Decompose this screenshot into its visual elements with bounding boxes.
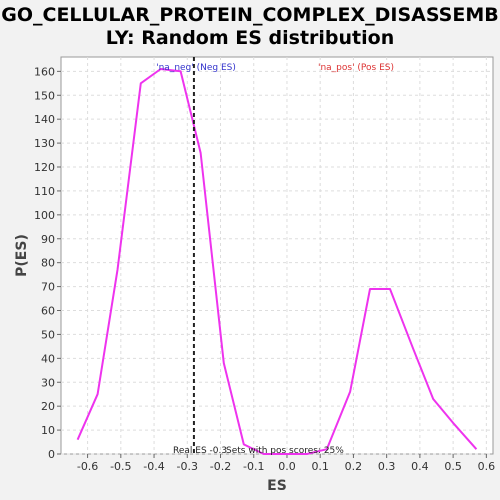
- grid: [61, 57, 493, 455]
- x-tick-label: -0.2: [210, 460, 231, 473]
- x-tick-label: 0.4: [411, 460, 429, 473]
- x-tick-label: -0.3: [177, 460, 198, 473]
- y-tick-label: 0: [48, 448, 55, 461]
- legend-neg-es: 'na_neg' (Neg ES): [156, 63, 236, 73]
- y-tick-label: 70: [41, 281, 55, 294]
- real-es-annotation: Real ES -0.3: [173, 446, 227, 456]
- x-tick-label: 0.6: [478, 460, 496, 473]
- y-tick-label: 160: [34, 65, 55, 78]
- x-tick-label: 0.1: [311, 460, 329, 473]
- legend-pos-es: 'na_pos' (Pos ES): [318, 63, 394, 73]
- y-tick-label: 110: [34, 185, 55, 198]
- y-tick-label: 90: [41, 233, 55, 246]
- y-tick-label: 10: [41, 424, 55, 437]
- y-tick-label: 60: [41, 305, 55, 318]
- x-tick-label: -0.4: [143, 460, 164, 473]
- x-tick-label: -0.5: [110, 460, 131, 473]
- y-axis-label: P(ES): [14, 234, 30, 277]
- y-tick-label: 30: [41, 376, 55, 389]
- x-tick-label: 0.3: [378, 460, 396, 473]
- chart-title-line-2: LY: Random ES distribution: [105, 27, 395, 49]
- series-layer: [76, 68, 478, 455]
- x-tick-label: 0.0: [278, 460, 296, 473]
- x-tick-label: 0.5: [444, 460, 462, 473]
- y-tick-label: 50: [41, 328, 55, 341]
- x-tick-label: 0.2: [345, 460, 363, 473]
- x-tick-label: -0.6: [77, 460, 98, 473]
- x-tick-label: -0.1: [243, 460, 264, 473]
- y-tick-label: 140: [34, 113, 55, 126]
- y-tick-label: 150: [34, 89, 55, 102]
- y-tick-label: 100: [34, 209, 55, 222]
- plot-area: [60, 56, 494, 455]
- chart-title-line-1: GO_CELLULAR_PROTEIN_COMPLEX_DISASSEMB: [1, 4, 499, 26]
- y-tick-label: 20: [41, 400, 55, 413]
- es-distribution-line: [76, 68, 478, 455]
- x-axis-label: ES: [267, 478, 287, 494]
- axes: -0.6 -0.5 -0.4 -0.3 -0.2 -0.1 0.0 0.1 0.2 0.3 0.4 0…: [34, 65, 495, 473]
- y-tick-label: 120: [34, 161, 55, 174]
- pos-scores-annotation: Sets with pos scores: 25%: [226, 446, 344, 456]
- y-tick-label: 130: [34, 137, 55, 150]
- y-tick-label: 40: [41, 352, 55, 365]
- y-tick-label: 80: [41, 257, 55, 270]
